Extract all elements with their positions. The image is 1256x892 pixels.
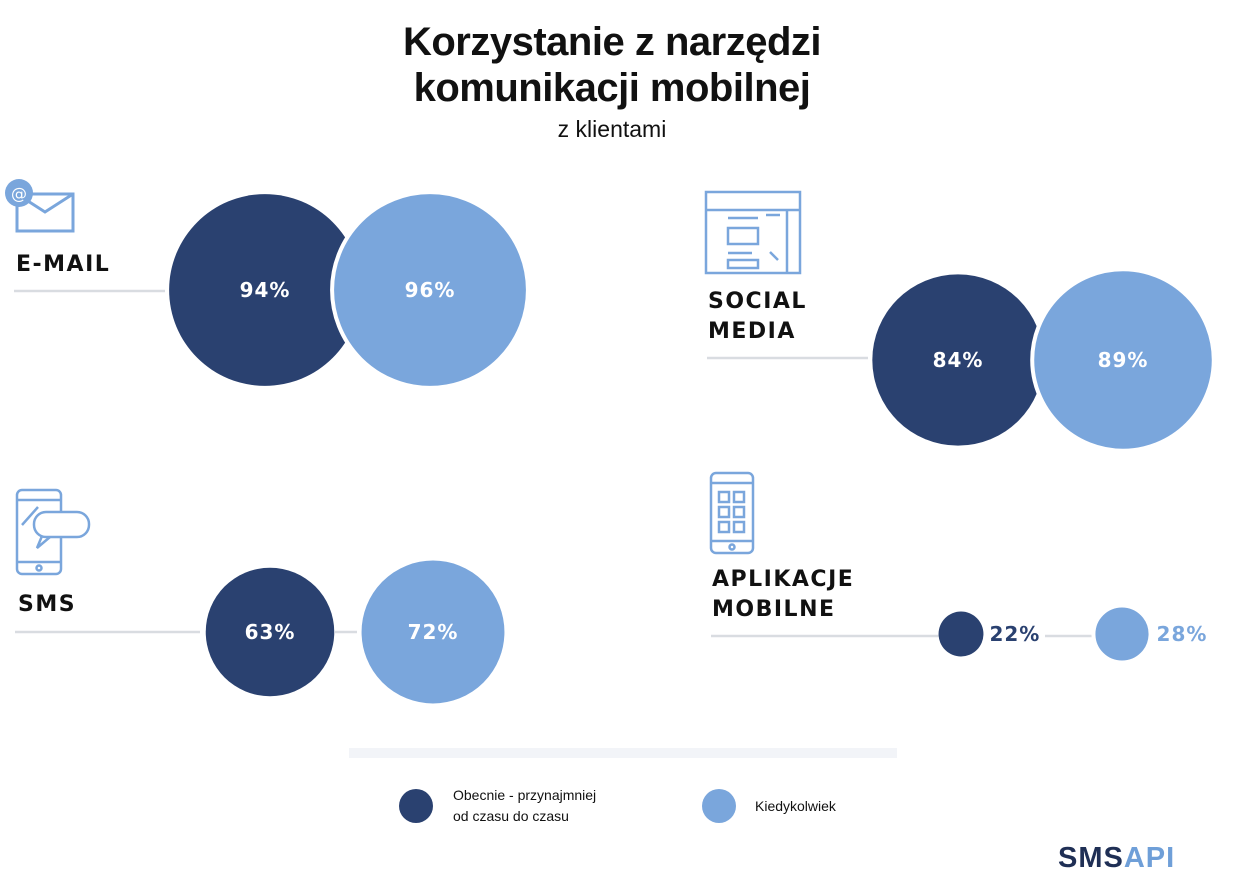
- value-label-sms-current: 63%: [245, 620, 296, 644]
- bubble-e-mail-current: [169, 194, 361, 386]
- legend-bar: [349, 748, 897, 758]
- value-label-aplikacje-mobilne-ever: 28%: [1157, 622, 1208, 646]
- legend-ever: Kiedykolwiek: [755, 798, 836, 814]
- label-email: E-MAIL: [16, 252, 111, 277]
- label-apps-1: APLIKACJE: [712, 567, 855, 592]
- title-line-1: Korzystanie z narzędzi: [402, 20, 822, 64]
- label-social-1: SOCIAL: [708, 289, 807, 314]
- legend-swatch-current: [399, 789, 433, 823]
- value-label-social-media-current: 84%: [933, 348, 984, 372]
- bubble-e-mail-ever: [330, 190, 530, 390]
- bubble-aplikacje-mobilne-ever: [1091, 603, 1153, 665]
- svg-text:@: @: [11, 184, 27, 203]
- mobile-app-icon: [709, 471, 755, 555]
- label-sms: SMS: [18, 592, 77, 617]
- sms-icon: [15, 488, 91, 576]
- bubble-social-media-current: [872, 274, 1044, 446]
- legend-current-line-2: od czasu do czasu: [453, 808, 569, 824]
- value-label-aplikacje-mobilne-current: 22%: [989, 622, 1040, 646]
- smsapi-logo: SMSAPI: [1058, 842, 1176, 874]
- legend-swatch-ever: [702, 789, 736, 823]
- social-media-icon: [704, 190, 802, 275]
- value-label-e-mail-current: 94%: [240, 278, 291, 302]
- value-label-sms-ever: 72%: [408, 620, 459, 644]
- bubbles: 94% 96% 84% 89% 63% 72% 22% 28%: [169, 190, 1216, 708]
- bubble-sms-current: [205, 567, 335, 697]
- subtitle: z klientami: [557, 116, 667, 142]
- bubble-sms-ever: [357, 556, 509, 708]
- value-label-e-mail-ever: 96%: [405, 278, 456, 302]
- connector-lines: [14, 289, 1100, 638]
- value-label-social-media-ever: 89%: [1098, 348, 1149, 372]
- email-icon: @: [5, 179, 75, 233]
- title-line-2: komunikacji mobilnej: [413, 66, 811, 110]
- legend-current-line-1: Obecnie - przynajmniej: [453, 787, 597, 803]
- label-social-2: MEDIA: [708, 319, 796, 344]
- bubble-aplikacje-mobilne-current: [938, 611, 984, 657]
- label-apps-2: MOBILNE: [712, 597, 836, 622]
- bubble-social-media-ever: [1030, 267, 1216, 453]
